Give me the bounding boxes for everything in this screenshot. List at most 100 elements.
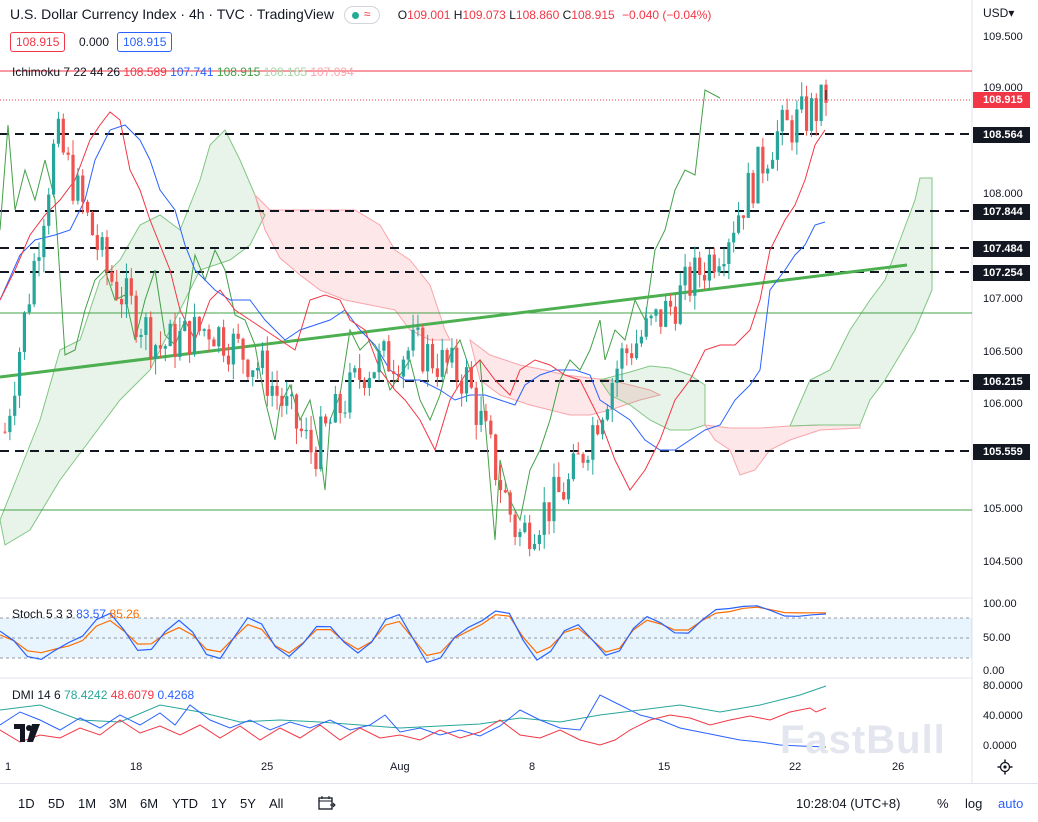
- date-range-calendar-icon[interactable]: [318, 795, 336, 811]
- candle-body: [513, 514, 517, 537]
- tradingview-logo-icon[interactable]: [14, 724, 40, 742]
- dmi-axis-tick: 0.0000: [983, 740, 1017, 752]
- candle-body: [732, 232, 736, 243]
- candle-body: [547, 502, 551, 522]
- market-status-badge[interactable]: ≈: [343, 6, 380, 25]
- candle-body: [586, 459, 590, 463]
- stoch-k-value: 83.57: [76, 607, 107, 621]
- candle-body: [693, 257, 697, 296]
- candle-body: [780, 109, 784, 132]
- candle-body: [348, 372, 352, 413]
- candle-body: [659, 309, 663, 327]
- candle-body: [3, 431, 7, 433]
- candle-body: [173, 323, 177, 358]
- candle-body: [110, 271, 114, 282]
- timeframe-3m[interactable]: 3M: [109, 796, 128, 811]
- candle-body: [392, 371, 396, 374]
- time-axis-tick: 26: [892, 761, 905, 773]
- candle-body: [226, 355, 231, 365]
- timeframe-6m[interactable]: 6M: [140, 796, 159, 811]
- candle-body: [256, 367, 260, 371]
- candle-body: [8, 415, 12, 433]
- ask-price-box[interactable]: 108.915: [117, 32, 173, 52]
- chart-title: U.S. Dollar Currency Index · 4h · TVC · …: [10, 6, 334, 22]
- bid-price-box[interactable]: 108.915: [10, 32, 66, 52]
- candle-body: [314, 452, 318, 470]
- ichimoku-legend[interactable]: Ichimoku 7 22 44 26 108.589 107.741 108.…: [12, 65, 354, 79]
- candle-body: [100, 237, 104, 250]
- stoch-k-line: [0, 605, 827, 664]
- candle-body: [644, 318, 648, 337]
- ichimoku-spana-value: 108.165: [263, 65, 308, 79]
- price-axis-tick: 109.000: [983, 82, 1023, 94]
- candle-body: [85, 201, 90, 213]
- timeframe-5y[interactable]: 5Y: [240, 796, 256, 811]
- ohlc-values: O109.001 H109.073 L108.860 C108.915 −0.0…: [398, 8, 712, 22]
- candle-body: [197, 316, 201, 331]
- candle-body: [741, 215, 746, 218]
- stoch-legend[interactable]: Stoch 5 3 3 83.57 85.26: [12, 607, 139, 621]
- timeframe-ytd[interactable]: YTD: [172, 796, 198, 811]
- log-scale-toggle[interactable]: log: [965, 796, 983, 811]
- candle-body: [683, 266, 687, 286]
- timeframe-all[interactable]: All: [269, 796, 284, 811]
- candle-body: [668, 300, 673, 307]
- level-tag: 107.484: [973, 241, 1030, 257]
- time-axis-tick: Aug: [390, 761, 410, 773]
- ichimoku-cloud: [0, 129, 933, 546]
- candle-body: [785, 109, 789, 121]
- candle-body: [756, 146, 760, 204]
- candle-body: [795, 109, 799, 143]
- candle-body: [664, 300, 668, 327]
- candle-body: [566, 479, 571, 500]
- chart-settings-gear-icon[interactable]: [997, 759, 1013, 775]
- candle-body: [333, 393, 337, 423]
- dmi-adx-value: 0.4268: [157, 688, 195, 702]
- candle-body: [168, 323, 172, 347]
- candle-body: [144, 317, 148, 335]
- currency-selector[interactable]: USD▾: [983, 6, 1015, 20]
- candle-body: [751, 172, 755, 204]
- clock-time[interactable]: 10:28:04 (UTC+8): [796, 796, 901, 811]
- candle-body: [309, 429, 313, 453]
- candle-body: [275, 385, 279, 396]
- candle-body: [382, 341, 386, 351]
- candle-body: [299, 428, 303, 432]
- timeframe-1d[interactable]: 1D: [18, 796, 35, 811]
- candle-body: [426, 344, 430, 372]
- price-axis-tick: 105.000: [983, 503, 1023, 515]
- ohlc-low: 108.860: [515, 8, 560, 22]
- candle-body: [32, 260, 36, 305]
- timeframe-1m[interactable]: 1M: [78, 796, 97, 811]
- candle-body: [814, 98, 818, 122]
- candle-body: [61, 118, 65, 153]
- current-price-tag: 108.915: [973, 92, 1030, 108]
- candle-body: [47, 194, 51, 226]
- dmi-legend[interactable]: DMI 14 6 78.4242 48.6079 0.4268: [12, 688, 194, 702]
- dmi-axis-tick: 80.0000: [983, 680, 1023, 692]
- candle-body: [178, 330, 182, 358]
- candle-body: [163, 346, 167, 349]
- candle-body: [464, 367, 469, 394]
- candle-body: [139, 334, 143, 338]
- candle-body: [406, 350, 410, 360]
- candle-body: [523, 522, 527, 533]
- candle-body: [416, 327, 420, 330]
- candle-body: [503, 490, 507, 493]
- timeframe-5d[interactable]: 5D: [48, 796, 65, 811]
- level-tag: 106.215: [973, 374, 1030, 390]
- candle-body: [37, 257, 41, 261]
- level-tag: 108.564: [973, 127, 1030, 143]
- candle-body: [804, 96, 809, 131]
- auto-scale-toggle[interactable]: auto: [998, 796, 1024, 811]
- candle-body: [270, 385, 274, 396]
- ohlc-open-label: O: [397, 8, 408, 22]
- candle-body: [411, 329, 415, 351]
- timeframe-1y[interactable]: 1Y: [211, 796, 227, 811]
- chart-canvas[interactable]: [0, 0, 1038, 783]
- candle-body: [610, 382, 614, 410]
- candle-body: [367, 378, 371, 388]
- percent-scale-toggle[interactable]: %: [937, 796, 949, 811]
- candle-body: [596, 425, 600, 435]
- candle-body: [396, 373, 401, 377]
